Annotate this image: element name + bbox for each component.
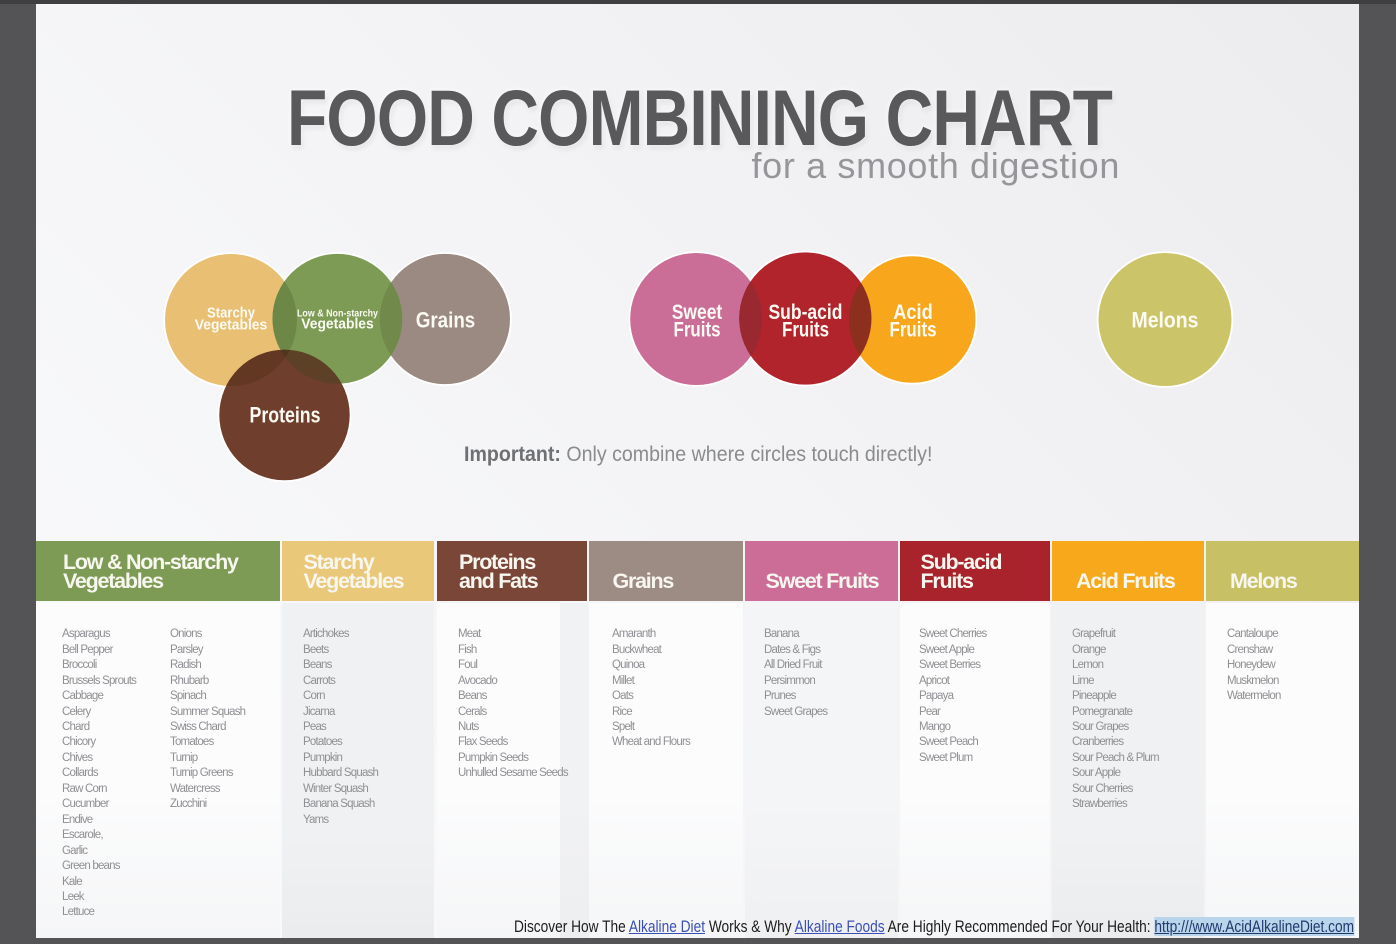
svg-text:Acid: Acid [893,301,933,324]
svg-text:Melons: Melons [1132,307,1199,332]
svg-text:Low & Non-starchy: Low & Non-starchy [297,309,378,320]
svg-text:Fruits: Fruits [782,318,829,341]
svg-text:Vegetables: Vegetables [195,316,268,333]
svg-text:Fruits: Fruits [674,318,721,341]
svg-text:Starchy: Starchy [207,304,256,321]
svg-text:Proteins: Proteins [250,403,321,428]
svg-text:Sub-acid: Sub-acid [769,301,843,324]
svg-text:Fruits: Fruits [890,318,937,341]
svg-text:Vegetables: Vegetables [301,316,374,333]
svg-text:Sweet: Sweet [672,301,723,324]
svg-text:Grains: Grains [416,308,476,333]
